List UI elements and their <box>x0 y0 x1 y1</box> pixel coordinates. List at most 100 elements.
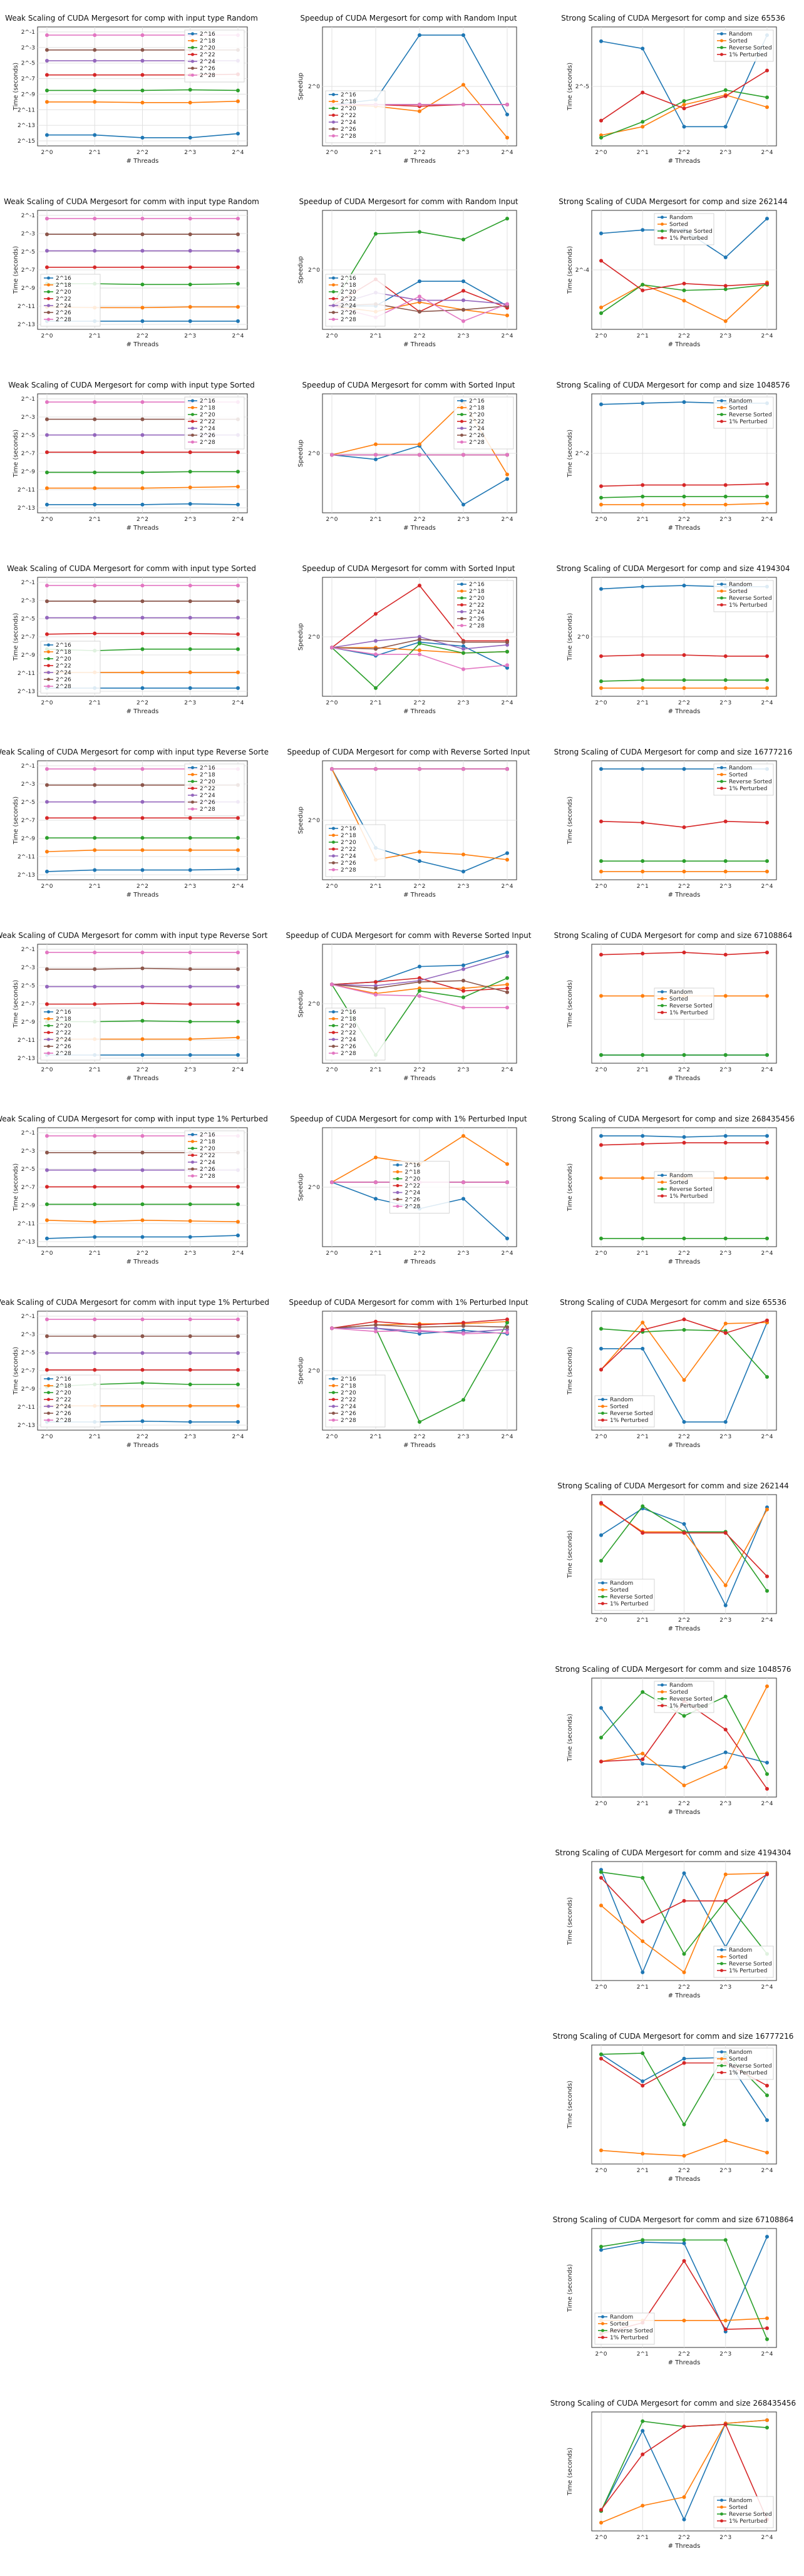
data-point <box>140 306 145 310</box>
data-point <box>723 319 728 323</box>
legend-marker <box>332 283 335 287</box>
data-point <box>236 951 240 955</box>
data-point <box>140 1218 145 1222</box>
legend-label: 2^22 <box>200 1153 215 1159</box>
x-tick-label: 2^0 <box>41 1434 53 1440</box>
data-point <box>599 484 603 488</box>
data-point <box>140 1404 145 1408</box>
y-tick-label: 2^0 <box>308 818 320 824</box>
x-tick-label: 2^0 <box>326 700 338 706</box>
x-tick-label: 2^0 <box>326 884 338 890</box>
data-point <box>505 666 509 670</box>
y-tick-label: 2^-9 <box>21 1203 36 1209</box>
y-axis-label: Speedup <box>297 73 304 100</box>
data-point <box>140 1202 145 1207</box>
y-tick-label: 2^-7 <box>21 267 35 274</box>
data-point <box>236 232 240 237</box>
legend-marker <box>332 1391 335 1394</box>
data-point <box>236 1404 240 1408</box>
legend-marker <box>661 1697 664 1701</box>
legend-label: 2^26 <box>341 1411 356 1417</box>
data-point <box>599 1870 603 1874</box>
legend-marker <box>332 840 335 844</box>
legend-label: 2^20 <box>200 412 215 418</box>
data-point <box>765 95 769 100</box>
data-point <box>188 232 192 237</box>
data-point <box>140 1334 145 1338</box>
data-point <box>140 836 145 840</box>
data-point <box>505 767 509 771</box>
x-tick-label: 2^3 <box>719 1801 731 1807</box>
legend-marker <box>47 1051 50 1055</box>
x-tick-label: 2^4 <box>502 333 513 339</box>
legend-label: Sorted <box>610 2321 629 2327</box>
x-axis-label: # Threads <box>126 1075 159 1082</box>
data-point <box>723 1321 728 1326</box>
y-axis-label: Time (seconds) <box>567 796 574 845</box>
data-point <box>599 2248 603 2252</box>
data-point <box>330 453 334 457</box>
legend-marker <box>601 2336 604 2339</box>
y-tick-label: 2^-7 <box>21 1368 35 1374</box>
legend-marker <box>332 1411 335 1415</box>
data-point <box>765 68 769 73</box>
data-point <box>140 319 145 323</box>
chart-title: Strong Scaling of CUDA Mergesort for com… <box>550 2399 796 2408</box>
data-point <box>330 1180 334 1185</box>
x-axis-label: # Threads <box>403 1075 436 1082</box>
data-point <box>188 1404 192 1408</box>
data-point <box>45 265 49 269</box>
data-point <box>641 1236 645 1240</box>
data-point <box>236 1334 240 1338</box>
data-point <box>682 103 686 107</box>
data-point <box>140 486 145 490</box>
data-point <box>505 982 509 987</box>
x-tick-label: 2^0 <box>595 1984 607 1991</box>
data-point <box>599 1875 603 1880</box>
data-point <box>641 678 645 683</box>
data-point <box>765 482 769 486</box>
legend-label: 2^28 <box>341 133 356 140</box>
data-point <box>461 640 465 644</box>
data-point <box>641 502 645 507</box>
y-tick-label: 2^-1 <box>21 763 35 770</box>
data-point <box>765 105 769 110</box>
y-tick-label: 2^-1 <box>21 947 35 953</box>
chart-w6: Weak Scaling of CUDA Mergesort for comm … <box>0 931 268 1082</box>
legend-marker <box>720 32 723 36</box>
data-point <box>188 470 192 474</box>
legend-box <box>713 2048 774 2080</box>
x-axis-label: # Threads <box>668 2176 701 2183</box>
legend-label: 2^16 <box>200 31 215 38</box>
y-axis-label: Time (seconds) <box>13 246 19 294</box>
data-point <box>140 73 145 77</box>
data-point <box>45 816 49 820</box>
x-tick-label: 2^2 <box>678 1250 690 1257</box>
legend-label: 2^22 <box>200 52 215 58</box>
x-tick-label: 2^2 <box>678 517 690 523</box>
legend-marker <box>720 780 723 783</box>
legend-box <box>184 29 245 83</box>
legend-marker <box>332 304 335 307</box>
chart-w5: Weak Scaling of CUDA Mergesort for comp … <box>0 748 269 899</box>
data-point <box>765 1786 769 1791</box>
chart-g6: Strong Scaling of CUDA Mergesort for com… <box>554 931 793 1082</box>
legend-marker <box>191 807 194 811</box>
data-point <box>374 992 378 997</box>
data-point <box>765 820 769 825</box>
data-point <box>723 495 728 499</box>
legend-label: 2^28 <box>56 317 71 323</box>
x-tick-label: 2^3 <box>184 333 196 339</box>
data-point <box>45 1150 49 1155</box>
data-point <box>723 1236 728 1240</box>
data-point <box>641 125 645 129</box>
data-point <box>461 869 465 873</box>
legend-marker <box>601 2315 604 2319</box>
legend-label: 2^28 <box>469 623 485 629</box>
data-point <box>682 1952 686 1956</box>
x-tick-label: 2^4 <box>761 700 773 706</box>
data-point <box>599 952 603 957</box>
data-point <box>682 288 686 292</box>
chart-title: Strong Scaling of CUDA Mergesort for com… <box>554 931 793 940</box>
x-tick-label: 2^3 <box>184 1250 196 1257</box>
